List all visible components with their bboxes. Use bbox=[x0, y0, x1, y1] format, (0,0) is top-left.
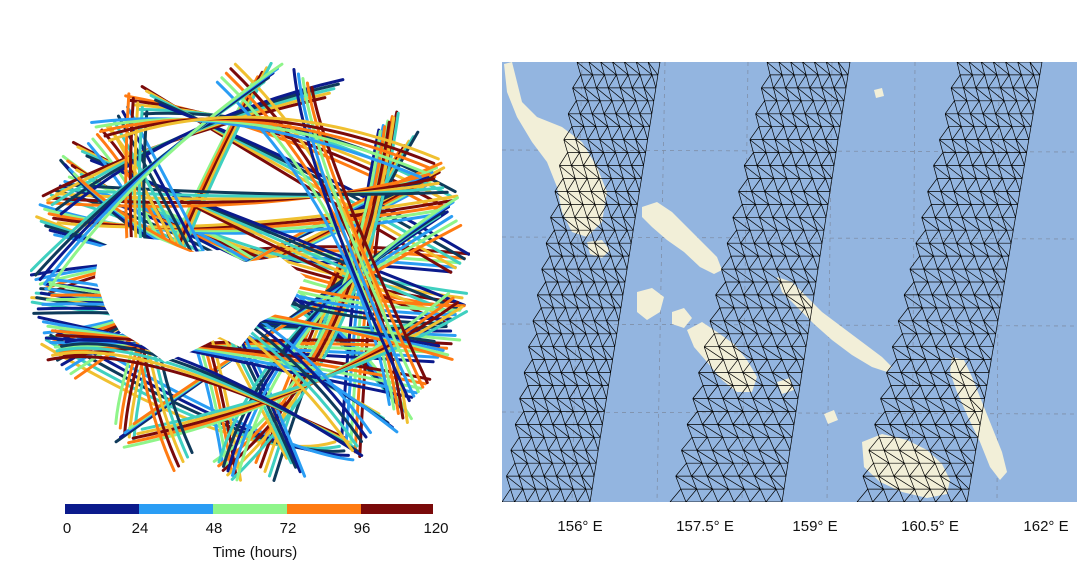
island-small-1 bbox=[587, 240, 610, 258]
colorbar-segment-3 bbox=[213, 504, 287, 514]
map-x-tick-157-5: 157.5° E bbox=[676, 518, 734, 535]
island-small-3 bbox=[874, 88, 884, 98]
colorbar-segment-4 bbox=[287, 504, 361, 514]
track-line bbox=[99, 117, 431, 170]
island-malaita bbox=[950, 357, 1007, 480]
mesh-swath bbox=[501, 61, 661, 503]
map-x-tick-159: 159° E bbox=[792, 518, 838, 535]
track-line bbox=[64, 337, 364, 457]
map-x-tick-156: 156° E bbox=[557, 518, 603, 535]
colorbar-title: Time (hours) bbox=[212, 544, 298, 561]
map-x-axis: 156° E 157.5° E 159° E 160.5° E 162° E bbox=[502, 518, 1077, 548]
colorbar-tick-96: 96 bbox=[353, 520, 371, 537]
graticule bbox=[501, 61, 1078, 503]
colorbar-tick-24: 24 bbox=[131, 520, 149, 537]
mesh-map bbox=[501, 61, 1078, 503]
track-line bbox=[226, 116, 396, 477]
track-line bbox=[103, 117, 436, 165]
track-line bbox=[230, 111, 400, 481]
island-new-georgia bbox=[637, 288, 664, 320]
track-line bbox=[50, 329, 427, 386]
island-choiseul bbox=[642, 202, 722, 274]
mesh-swath bbox=[856, 61, 1043, 503]
colorbar-segment-1 bbox=[65, 504, 139, 514]
track-line bbox=[301, 76, 420, 394]
mesh-swaths bbox=[501, 61, 1043, 503]
track-line bbox=[296, 72, 416, 398]
track-line bbox=[41, 320, 418, 395]
track-line bbox=[40, 342, 337, 448]
track-line bbox=[108, 115, 440, 161]
track-line bbox=[90, 117, 422, 179]
track-line bbox=[233, 62, 409, 425]
colorbar: 0 24 48 72 96 120 Time (hours) bbox=[60, 500, 450, 580]
globe-plot bbox=[29, 61, 471, 482]
map-x-tick-160-5: 160.5° E bbox=[901, 518, 959, 535]
map-plot bbox=[501, 61, 1078, 503]
track-line bbox=[58, 324, 355, 462]
track-line bbox=[292, 67, 411, 403]
island-small-2 bbox=[824, 410, 838, 424]
map-x-tick-162: 162° E bbox=[1023, 518, 1069, 535]
track-line bbox=[310, 85, 429, 385]
track-line bbox=[305, 81, 425, 389]
colorbar-tick-120: 120 bbox=[423, 520, 449, 537]
track-line bbox=[94, 117, 427, 174]
colorbar-tick-0: 0 bbox=[62, 520, 72, 537]
island-nggela bbox=[687, 322, 757, 392]
colorbar-tick-48: 48 bbox=[205, 520, 223, 537]
colorbar-segment-2 bbox=[139, 504, 213, 514]
track-line bbox=[46, 324, 423, 390]
colorbar-segment-5 bbox=[361, 504, 433, 514]
globe-gap bbox=[95, 237, 305, 362]
island-russell bbox=[777, 378, 794, 394]
mesh-swath bbox=[669, 61, 851, 503]
track-line bbox=[89, 158, 466, 307]
colorbar-tick-72: 72 bbox=[279, 520, 297, 537]
track-line bbox=[47, 62, 284, 291]
swath-globe bbox=[29, 61, 471, 482]
island-kolombangara bbox=[672, 308, 692, 328]
